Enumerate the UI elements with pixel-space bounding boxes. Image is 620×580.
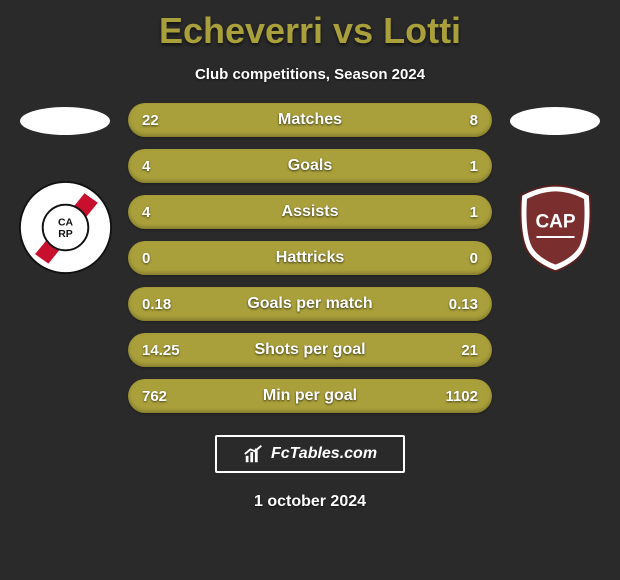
stat-label: Assists <box>282 203 339 221</box>
platense-crest-icon: CAP <box>508 175 603 280</box>
stat-right-value: 1 <box>428 158 478 175</box>
stat-row: 14.25 Shots per goal 21 <box>128 333 492 367</box>
left-player-col: CA RP <box>10 103 120 275</box>
stat-label: Hattricks <box>276 249 344 267</box>
stat-left-value: 14.25 <box>142 342 192 359</box>
stat-left-value: 0 <box>142 250 192 267</box>
stats-list: 22 Matches 8 4 Goals 1 4 Assists 1 0 Hattricks 0 0.1… <box>120 103 500 413</box>
comparison-title: Echeverri vs Lotti <box>159 10 461 52</box>
stat-left-value: 0.18 <box>142 296 192 313</box>
stat-row: 4 Goals 1 <box>128 149 492 183</box>
stat-label: Matches <box>278 111 342 129</box>
stat-right-value: 1 <box>428 204 478 221</box>
branding-badge: FcTables.com <box>215 435 405 473</box>
footer-date: 1 october 2024 <box>254 493 366 511</box>
stat-right-value: 1102 <box>428 388 478 405</box>
left-player-photo-placeholder <box>20 107 110 135</box>
river-plate-crest-icon: CA RP <box>18 180 113 275</box>
stat-right-value: 0 <box>428 250 478 267</box>
stat-row: 22 Matches 8 <box>128 103 492 137</box>
right-club-crest: CAP <box>508 180 603 275</box>
stat-row: 0.18 Goals per match 0.13 <box>128 287 492 321</box>
stat-left-value: 4 <box>142 158 192 175</box>
chart-icon <box>243 443 265 465</box>
stat-row: 0 Hattricks 0 <box>128 241 492 275</box>
stat-left-value: 22 <box>142 112 192 129</box>
stat-row: 762 Min per goal 1102 <box>128 379 492 413</box>
stat-row: 4 Assists 1 <box>128 195 492 229</box>
stat-right-value: 0.13 <box>428 296 478 313</box>
left-club-crest: CA RP <box>18 180 113 275</box>
main-panel: CA RP 22 Matches 8 4 Goals 1 4 Assists 1 0 Hattric… <box>0 103 620 413</box>
stat-right-value: 8 <box>428 112 478 129</box>
stat-label: Min per goal <box>263 387 357 405</box>
comparison-subtitle: Club competitions, Season 2024 <box>195 66 425 83</box>
svg-text:RP: RP <box>58 229 73 240</box>
stat-left-value: 4 <box>142 204 192 221</box>
stat-label: Shots per goal <box>254 341 365 359</box>
svg-text:CA: CA <box>57 218 73 229</box>
right-player-col: CAP <box>500 103 610 275</box>
svg-text:CAP: CAP <box>535 212 575 233</box>
stat-label: Goals <box>288 157 332 175</box>
branding-text: FcTables.com <box>271 445 377 463</box>
right-player-photo-placeholder <box>510 107 600 135</box>
stat-label: Goals per match <box>247 295 372 313</box>
stat-left-value: 762 <box>142 388 192 405</box>
stat-right-value: 21 <box>428 342 478 359</box>
